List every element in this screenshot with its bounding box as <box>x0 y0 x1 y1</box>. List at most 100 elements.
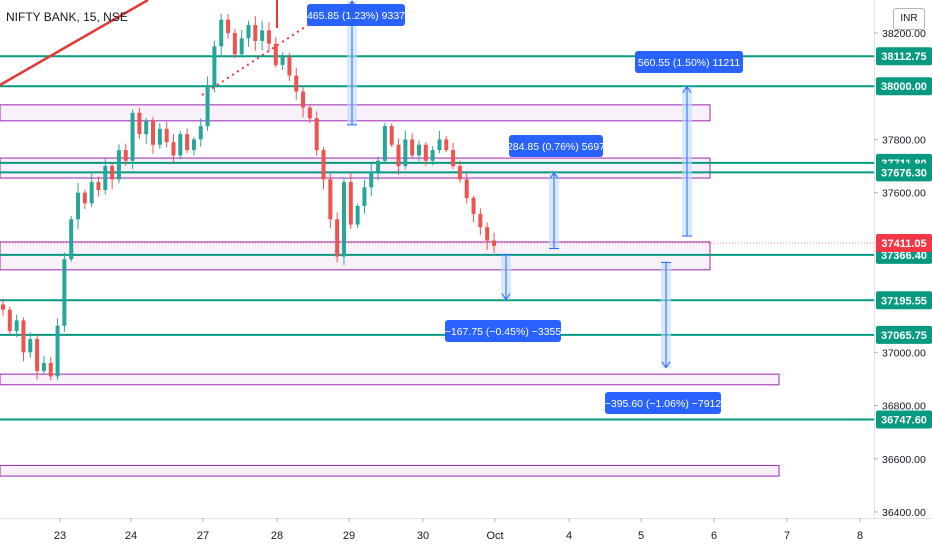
candle-body <box>355 205 360 225</box>
level-price-label: 36747.60 <box>881 414 927 426</box>
candle-body <box>35 339 40 371</box>
candle-body <box>253 25 258 41</box>
candle-body <box>110 166 115 180</box>
candle-body <box>151 120 156 145</box>
level-price-label: 37065.75 <box>881 330 927 342</box>
time-axis: 23 24 27 28 29 30 Oct 4 5 6 7 8 <box>0 518 932 542</box>
measure-label-text: 465.85 (1.23%) 9337 <box>307 10 405 22</box>
measure-label-box <box>445 320 561 342</box>
time-tick-label: 4 <box>566 530 572 542</box>
candle-body <box>191 139 196 151</box>
candle-body <box>185 134 190 151</box>
candle-body <box>14 320 19 332</box>
candle-body <box>273 43 278 65</box>
candle-body <box>376 160 381 172</box>
candle-body <box>116 150 121 180</box>
measure-label-box <box>605 392 721 414</box>
candle-body <box>123 150 128 161</box>
candle-body <box>403 139 408 167</box>
candle-body <box>335 219 340 257</box>
measure-arrow-head <box>682 85 692 94</box>
candle-body <box>266 30 271 44</box>
candle-body <box>492 240 496 246</box>
candle-body <box>69 219 74 260</box>
candle-body <box>226 19 231 33</box>
time-tick-label: 30 <box>417 530 429 542</box>
measure-arrow-head <box>549 171 559 179</box>
supply-demand-zone <box>0 373 780 386</box>
price-tick-label: 38200.00 <box>882 28 926 40</box>
candle-body <box>362 187 367 206</box>
candle-body <box>89 182 94 204</box>
level-price-badge <box>876 163 932 182</box>
level-price-label: 37366.40 <box>881 250 927 262</box>
candle-body <box>198 126 203 140</box>
price-tick-label: 37600.00 <box>882 188 926 200</box>
candle-body <box>164 128 169 143</box>
candle-body <box>478 213 483 228</box>
current-price-badge <box>876 233 932 252</box>
price-tick-label: 37000.00 <box>882 347 926 359</box>
candle-body <box>382 126 387 161</box>
candle-body <box>369 171 374 188</box>
time-tick-label: 23 <box>54 530 66 542</box>
candle-body <box>307 107 312 119</box>
measure-label-box <box>509 135 603 157</box>
time-tick-label: 29 <box>343 530 355 542</box>
candle-body <box>137 112 142 135</box>
measure-label-text: −395.60 (−1.06%) −7912 <box>605 398 722 410</box>
candle-body <box>423 144 428 161</box>
candle-body <box>321 150 326 180</box>
candle-body <box>103 166 108 191</box>
candle-body <box>157 128 162 145</box>
candle-body <box>96 182 101 191</box>
candle-body <box>178 134 183 156</box>
time-tick-label: 28 <box>271 530 283 542</box>
measure-arrow-head <box>501 293 511 301</box>
level-price-label: 38000.00 <box>881 81 927 93</box>
measure-arrow-head <box>661 361 671 369</box>
candle-body <box>239 38 244 55</box>
candle-body <box>205 86 210 127</box>
time-tick-label: 6 <box>711 530 717 542</box>
supply-demand-zone <box>0 464 780 477</box>
level-price-label: 37195.55 <box>881 295 927 307</box>
candle-body <box>314 118 319 151</box>
level-price-label: 37676.30 <box>881 167 927 179</box>
candle-body <box>219 19 224 47</box>
candle-body <box>55 325 60 377</box>
candle-body <box>348 182 353 225</box>
measure-label-text: −167.75 (−0.45%) −3355 <box>445 326 562 338</box>
measure-label-text: 284.85 (0.76%) 5697 <box>507 141 605 153</box>
candle-body <box>396 144 401 167</box>
candle-body <box>437 139 442 151</box>
measure-label-text: 560.55 (1.50%) 11211 <box>638 57 741 69</box>
candle-body <box>48 362 53 377</box>
rising-trendline <box>0 0 149 87</box>
candle-body <box>144 120 149 135</box>
currency-selector[interactable]: INR <box>893 8 925 30</box>
candle-body <box>62 259 67 326</box>
candle-body <box>232 33 237 55</box>
candle-body <box>328 179 333 220</box>
candle-body <box>410 139 415 156</box>
trendlines <box>0 0 309 96</box>
horizontal-levels <box>0 55 874 421</box>
candle-body <box>76 192 81 220</box>
level-price-label: 38112.75 <box>881 51 926 63</box>
symbol-title: NIFTY BANK, 15, NSE <box>6 10 128 24</box>
current-price-label: 37411.05 <box>881 238 926 250</box>
candle-body <box>28 339 33 353</box>
candle-body <box>457 166 462 180</box>
measure-label-box <box>307 4 405 26</box>
candle-body <box>451 150 456 167</box>
candle-body <box>7 309 12 332</box>
supply-demand-zone <box>0 241 711 271</box>
measure-label-box <box>635 51 743 73</box>
candle-body <box>246 25 251 39</box>
candle-body <box>341 182 346 257</box>
candle-body <box>389 126 394 145</box>
time-tick-label: Oct <box>486 530 503 542</box>
